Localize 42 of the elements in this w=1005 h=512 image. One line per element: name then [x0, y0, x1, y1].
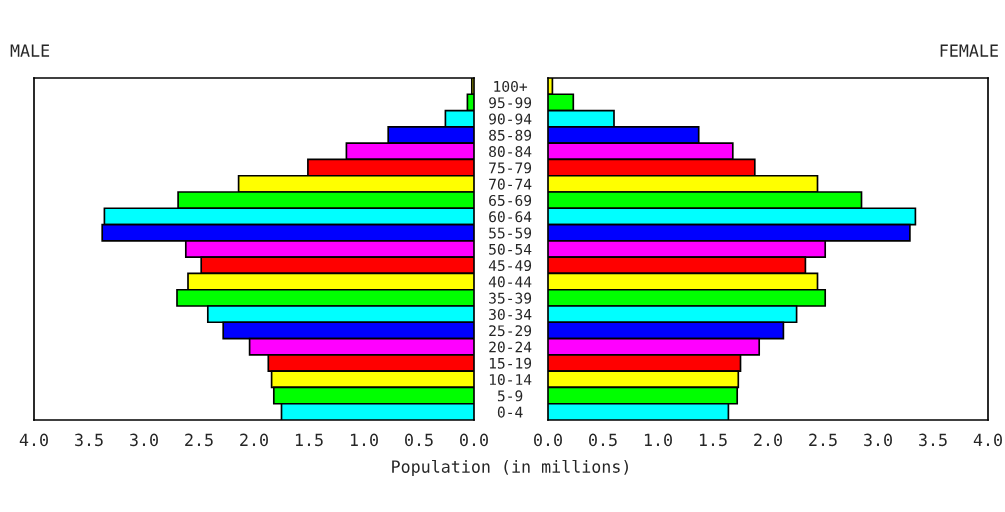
- y-tick-label: 60-64: [489, 211, 532, 223]
- x-tick-label: 2.5: [809, 433, 837, 447]
- y-tick-label: 95-99: [489, 97, 532, 109]
- y-tick-label: 70-74: [489, 178, 532, 190]
- y-tick-label: 55-59: [489, 227, 532, 239]
- y-tick-label: 100+: [494, 80, 528, 92]
- x-tick-label: 3.5: [75, 433, 103, 447]
- x-tick-label: 1.0: [350, 433, 378, 447]
- x-tick-label: 0.0: [534, 433, 562, 447]
- y-tick-label: 50-54: [489, 243, 532, 255]
- x-tick-label: 3.5: [919, 433, 947, 447]
- x-tick-label: 4.0: [19, 433, 48, 447]
- x-tick-label: 1.5: [699, 433, 727, 447]
- y-tick-label: 65-69: [489, 194, 532, 206]
- y-tick-label: 15-19: [489, 357, 532, 369]
- y-tick-label: 75-79: [489, 162, 532, 174]
- y-tick-label: 10-14: [489, 374, 532, 386]
- x-tick-label: 3.0: [130, 433, 158, 447]
- x-tick-label: 2.0: [240, 433, 268, 447]
- y-tick-label: 25-29: [489, 325, 532, 337]
- x-tick-label: 2.5: [185, 433, 213, 447]
- x-tick-label: 3.0: [864, 433, 892, 447]
- x-tick-label: 2.0: [754, 433, 782, 447]
- x-tick-label: 4.0: [973, 433, 1002, 447]
- x-tick-label: 0.5: [405, 433, 433, 447]
- y-tick-label: 90-94: [489, 113, 532, 125]
- x-tick-label: 1.5: [295, 433, 323, 447]
- y-tick-label: 45-49: [488, 260, 532, 272]
- y-tick-label: 0-4: [497, 406, 523, 418]
- x-tick-label: 0.0: [460, 433, 488, 447]
- chart-title: MALE: [10, 44, 50, 57]
- y-tick-label: 20-24: [489, 341, 532, 353]
- y-tick-label: 40-44: [488, 276, 532, 288]
- y-tick-label: 30-34: [489, 308, 532, 320]
- chart-title: FEMALE: [940, 44, 998, 57]
- y-tick-label: 5-9: [497, 390, 523, 402]
- y-tick-label: 80-84: [489, 146, 532, 158]
- x-axis-title: Population (in millions): [392, 459, 628, 477]
- x-tick-label: 1.0: [644, 433, 672, 447]
- y-tick-label: 35-39: [489, 292, 532, 304]
- y-tick-label: 85-89: [489, 129, 532, 141]
- x-tick-label: 0.5: [589, 433, 617, 447]
